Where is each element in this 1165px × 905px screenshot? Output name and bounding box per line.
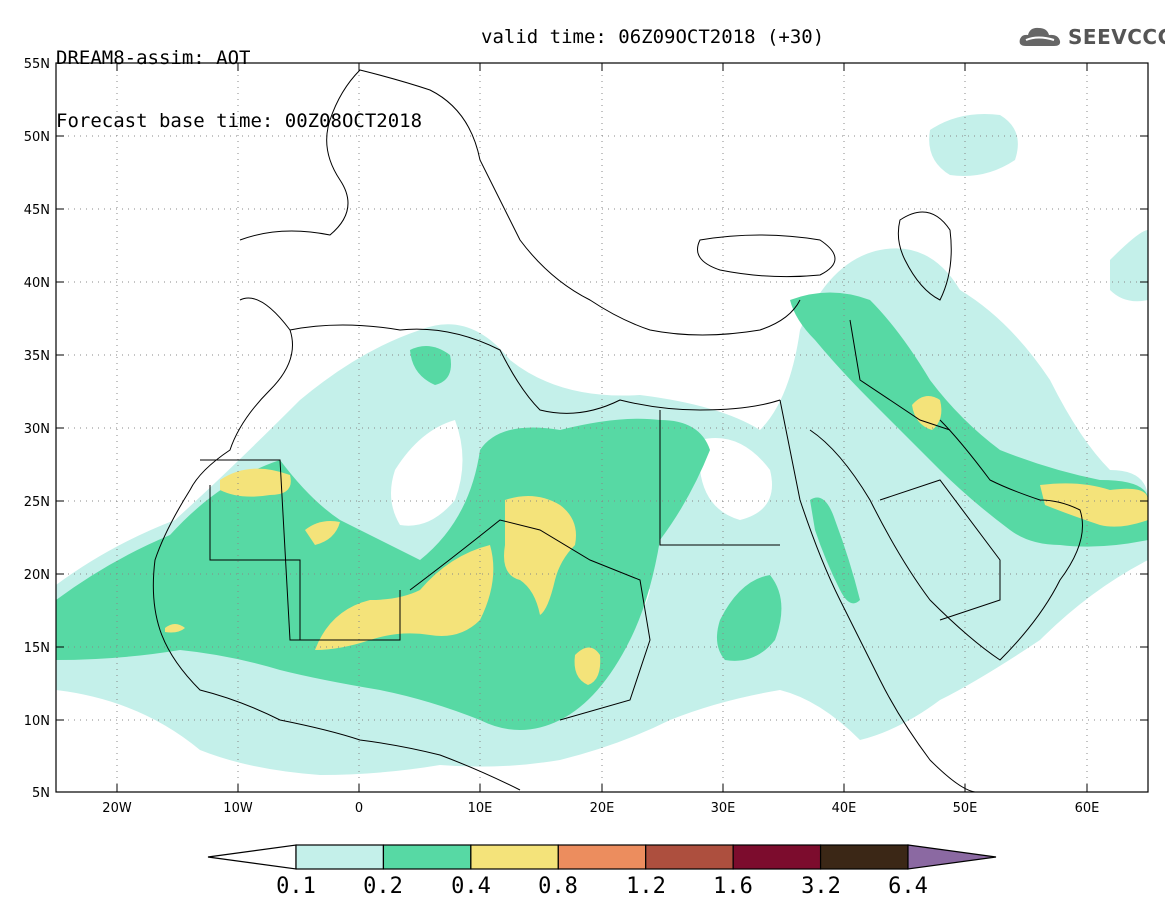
- lon-label: 50E: [953, 801, 978, 816]
- graticule: [56, 63, 1148, 792]
- aot-band-0-4-senegal: [165, 624, 185, 633]
- border-sahara-1: [200, 459, 401, 641]
- lon-label: 10E: [468, 801, 493, 816]
- cloud-icon: [1019, 27, 1061, 46]
- lat-label: 20N: [24, 568, 50, 583]
- lat-label: 35N: [24, 349, 50, 364]
- border-mali: [209, 485, 301, 640]
- colorbar-label: 0.1: [276, 874, 316, 899]
- border-libya-egypt: [659, 410, 780, 546]
- colorbar-label: 6.4: [888, 874, 928, 899]
- valid-time: valid time: 06Z09OCT2018 (+30): [481, 26, 825, 48]
- aot-band-0-2: [56, 418, 710, 730]
- lon-label: 0: [355, 801, 363, 816]
- aot-hole-sahara: [391, 420, 463, 526]
- colorbar-label: 0.2: [363, 874, 403, 899]
- lat-label: 40N: [24, 276, 50, 291]
- colorbar-swatch: [557, 844, 647, 870]
- aot-band-0-4-oman: [1040, 483, 1148, 527]
- border-sahara-2: [409, 519, 651, 721]
- aot-field: [56, 114, 1148, 776]
- aot-band-0-2-redsea: [810, 497, 860, 604]
- lon-labels: 20W 10W 0 10E 20E 30E 40E 50E 60E: [102, 801, 1099, 816]
- colorbar-label: 0.4: [451, 874, 491, 899]
- coastline-europe: [239, 69, 801, 336]
- coastline-caspian: [897, 211, 952, 301]
- coastline-north-africa: [289, 324, 781, 414]
- colorbar-swatch: [295, 844, 385, 870]
- lat-label: 30N: [24, 422, 50, 437]
- aot-band-0-1-caspian: [929, 114, 1018, 176]
- colorbar-label: 1.6: [713, 874, 753, 899]
- colorbar-label: 1.2: [626, 874, 666, 899]
- forecast-base-time: Forecast base time: 00Z08OCT2018: [56, 110, 423, 132]
- colorbar-label: 0.8: [538, 874, 578, 899]
- axis-ticks: [56, 62, 1148, 793]
- colorbar-swatch: [382, 844, 472, 870]
- lat-labels: 55N 50N 45N 40N 35N 30N 25N 20N 15N 10N …: [24, 57, 50, 801]
- lat-label: 15N: [24, 641, 50, 656]
- aot-band-0-2-sudan: [716, 575, 782, 661]
- lon-label: 20E: [590, 801, 615, 816]
- aot-hole-egypt: [700, 438, 772, 520]
- lon-label: 60E: [1075, 801, 1100, 816]
- colorbar-over-arrow: [907, 844, 997, 870]
- lon-label: 20W: [102, 801, 132, 816]
- lat-label: 25N: [24, 495, 50, 510]
- border-saudi: [879, 479, 1001, 621]
- aot-band-0-4-iraq: [912, 396, 942, 430]
- lon-label: 30E: [711, 801, 736, 816]
- colorbar-under-arrow: [207, 844, 297, 870]
- seevccc-logo: SEEVCCC: [1018, 24, 1165, 50]
- colorbar-label: 3.2: [801, 874, 841, 899]
- lon-label: 10W: [223, 801, 253, 816]
- lat-label: 55N: [24, 57, 50, 72]
- aot-band-0-2-atlas: [410, 346, 451, 385]
- logo-text: SEEVCCC: [1068, 25, 1165, 49]
- colorbar-swatch: [645, 844, 734, 870]
- aot-band-0-2-mideast: [790, 292, 1148, 547]
- border-iraq: [849, 319, 951, 431]
- colorbar: [207, 844, 997, 870]
- lat-label: 45N: [24, 203, 50, 218]
- coastline-west-africa: [152, 297, 521, 791]
- lat-label: 5N: [32, 786, 50, 801]
- colorbar-swatch: [732, 844, 822, 870]
- lat-label: 10N: [24, 714, 50, 729]
- colorbar-swatch: [819, 844, 909, 870]
- coastlines: [152, 69, 1083, 792]
- lon-label: 40E: [832, 801, 857, 816]
- coastline-black-sea: [697, 234, 836, 278]
- aot-band-0-4-niger: [315, 545, 494, 650]
- aot-band-0-1-central-asia: [1110, 230, 1148, 302]
- aot-band-0-4-mali: [305, 521, 340, 545]
- map-header: DREAM8-assim: AOT Forecast base time: 00…: [56, 6, 824, 174]
- coastline-red-sea-west: [779, 399, 976, 792]
- lat-label: 50N: [24, 130, 50, 145]
- aot-band-0-4-darfur: [574, 647, 601, 685]
- colorbar-swatch: [470, 844, 559, 870]
- coastline-arabia: [809, 419, 1083, 661]
- colorbar-labels: 0.1 0.2 0.4 0.8 1.2 1.6 3.2 6.4: [276, 874, 928, 899]
